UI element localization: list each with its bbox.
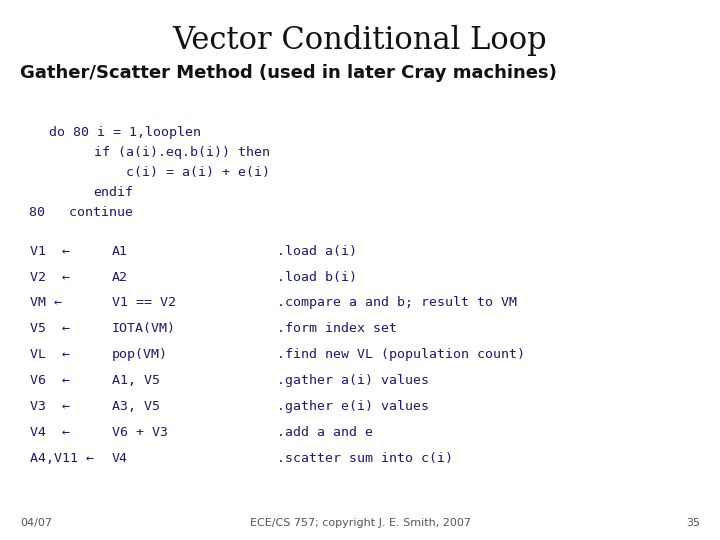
Text: .find new VL (population count): .find new VL (population count) <box>277 348 525 361</box>
Text: VM ←: VM ← <box>30 296 62 309</box>
Text: Gather/Scatter Method (used in later Cray machines): Gather/Scatter Method (used in later Cra… <box>20 64 557 82</box>
Text: Vector Conditional Loop: Vector Conditional Loop <box>173 25 547 56</box>
Text: .scatter sum into c(i): .scatter sum into c(i) <box>277 452 453 465</box>
Text: A4,V11 ←: A4,V11 ← <box>30 452 94 465</box>
Text: if (a(i).eq.b(i)) then: if (a(i).eq.b(i)) then <box>94 146 269 159</box>
Text: V1  ←: V1 ← <box>30 245 71 258</box>
Text: V3  ←: V3 ← <box>30 400 71 413</box>
Text: 04/07: 04/07 <box>20 518 52 528</box>
Text: V6  ←: V6 ← <box>30 374 71 387</box>
Text: .load b(i): .load b(i) <box>277 271 357 284</box>
Text: .gather e(i) values: .gather e(i) values <box>277 400 429 413</box>
Text: VL  ←: VL ← <box>30 348 71 361</box>
Text: 35: 35 <box>686 518 700 528</box>
Text: 80   continue: 80 continue <box>29 206 132 219</box>
Text: A3, V5: A3, V5 <box>112 400 160 413</box>
Text: V1 == V2: V1 == V2 <box>112 296 176 309</box>
Text: IOTA(VM): IOTA(VM) <box>112 322 176 335</box>
Text: ECE/CS 757; copyright J. E. Smith, 2007: ECE/CS 757; copyright J. E. Smith, 2007 <box>250 518 470 528</box>
Text: A1, V5: A1, V5 <box>112 374 160 387</box>
Text: V4  ←: V4 ← <box>30 426 71 439</box>
Text: V4: V4 <box>112 452 127 465</box>
Text: do 80 i = 1,looplen: do 80 i = 1,looplen <box>49 126 201 139</box>
Text: endif: endif <box>94 186 134 199</box>
Text: .form index set: .form index set <box>277 322 397 335</box>
Text: A1: A1 <box>112 245 127 258</box>
Text: c(i) = a(i) + e(i): c(i) = a(i) + e(i) <box>126 166 270 179</box>
Text: .add a and e: .add a and e <box>277 426 373 439</box>
Text: V2  ←: V2 ← <box>30 271 71 284</box>
Text: .compare a and b; result to VM: .compare a and b; result to VM <box>277 296 517 309</box>
Text: A2: A2 <box>112 271 127 284</box>
Text: pop(VM): pop(VM) <box>112 348 168 361</box>
Text: .load a(i): .load a(i) <box>277 245 357 258</box>
Text: .gather a(i) values: .gather a(i) values <box>277 374 429 387</box>
Text: V6 + V3: V6 + V3 <box>112 426 168 439</box>
Text: V5  ←: V5 ← <box>30 322 71 335</box>
